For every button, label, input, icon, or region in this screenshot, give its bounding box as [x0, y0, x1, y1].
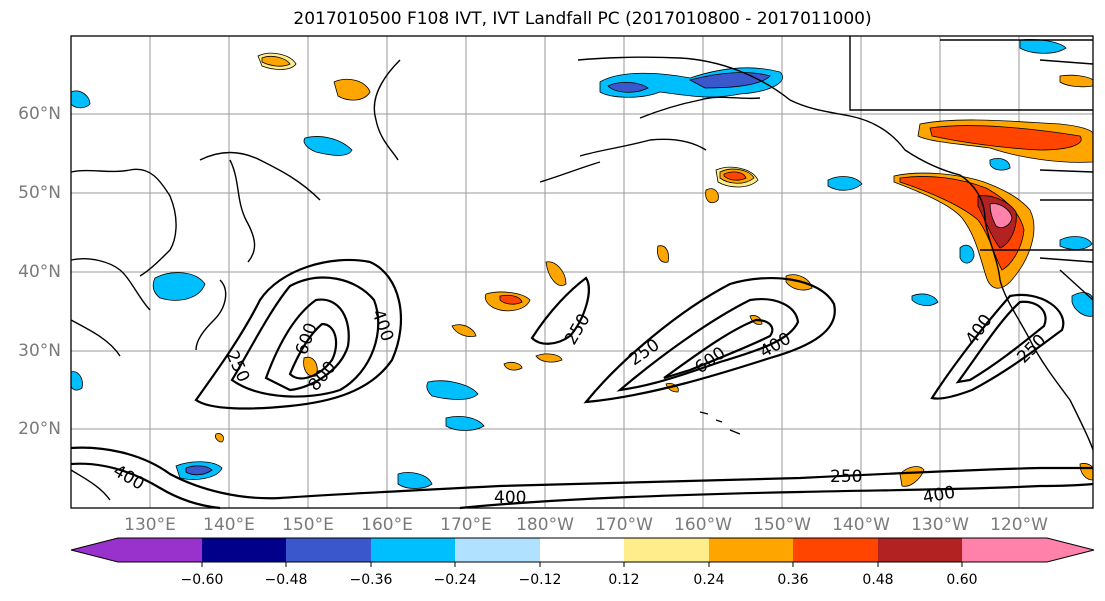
map-coastlines — [70, 36, 1094, 501]
lat-label: 20°N — [18, 419, 61, 439]
contour-600 — [663, 318, 774, 380]
contour-400 — [230, 276, 380, 398]
contour-250 — [70, 446, 1093, 500]
contour-400 — [70, 462, 221, 510]
shade-pos — [535, 353, 563, 363]
colorbar-tick-label: −0.60 — [180, 572, 224, 588]
shade-neg — [1059, 236, 1093, 250]
shade-pos — [499, 294, 523, 305]
lat-label: 50°N — [18, 183, 61, 203]
contour-250 — [530, 276, 590, 345]
map-title: 2017010500 F108 IVT, IVT Landfall PC (20… — [293, 9, 872, 29]
map-frame — [70, 35, 1094, 509]
lat-label: 40°N — [18, 262, 61, 282]
contour-400 — [616, 298, 800, 392]
shade-pos — [303, 356, 318, 377]
map-gridlines — [71, 36, 1093, 508]
shade-neg — [303, 136, 353, 156]
colorbar — [70, 537, 1095, 567]
lon-label: 130°E — [124, 515, 176, 535]
colorbar-segment — [962, 538, 1047, 562]
colorbar-segment — [286, 538, 371, 562]
contour-250 — [583, 276, 836, 404]
lon-label: 150°E — [282, 515, 334, 535]
lon-label: 170°W — [595, 515, 653, 535]
contour-400 — [459, 482, 1094, 510]
colorbar-segment — [793, 538, 878, 562]
colorbar-segment — [709, 538, 793, 562]
lon-label: 120°W — [990, 515, 1048, 535]
shade-pos — [503, 361, 523, 371]
colorbar-segment — [455, 538, 540, 562]
contour-800 — [288, 322, 338, 380]
colorbar-segment — [371, 538, 455, 562]
shade-pos — [451, 324, 477, 337]
shade-pos — [705, 188, 719, 204]
shade-neg — [959, 244, 975, 264]
shade-pos — [723, 171, 747, 181]
lon-label: 150°W — [753, 515, 811, 535]
shade-pos — [215, 433, 224, 443]
shade-pos — [333, 78, 371, 101]
colorbar-tick-label: 0.60 — [946, 572, 978, 588]
shade-neg — [688, 72, 771, 89]
contour-400 — [955, 300, 1047, 384]
shade-neg — [426, 380, 479, 400]
colorbar-tick-label: −0.24 — [433, 572, 477, 588]
shade-neg — [152, 272, 206, 301]
colorbar-tick-label: 0.48 — [862, 572, 894, 588]
lon-label: 160°E — [361, 515, 413, 535]
lon-label: 130°W — [911, 515, 969, 535]
colorbar-tick-label: −0.36 — [349, 572, 393, 588]
shade-pos — [545, 261, 567, 286]
contour-250 — [930, 293, 1065, 400]
contour-250 — [194, 258, 403, 410]
shade-pos — [261, 56, 291, 67]
colorbar-extend-min — [71, 538, 118, 562]
shade-neg — [989, 158, 1011, 171]
shade-neg — [70, 90, 91, 109]
shade-neg — [911, 293, 939, 306]
colorbar-tick-label: −0.48 — [264, 572, 308, 588]
lat-label: 60°N — [18, 104, 61, 124]
colorbar-segment — [118, 538, 202, 562]
shade-neg — [445, 416, 485, 431]
lon-label: 160°W — [674, 515, 732, 535]
shade-pos — [785, 274, 813, 291]
ivt-contours — [70, 258, 1094, 510]
lat-label: 30°N — [18, 341, 61, 361]
shade-pos — [929, 125, 1082, 151]
lon-label: 180°W — [516, 515, 574, 535]
colorbar-segment — [624, 538, 709, 562]
shade-neg — [827, 176, 863, 191]
shade-neg — [397, 472, 433, 489]
contour-label: 400 — [494, 488, 526, 508]
shade-neg — [185, 465, 213, 476]
contour-600 — [264, 298, 350, 392]
lon-label: 140°E — [203, 515, 255, 535]
shade-pos — [657, 245, 669, 263]
shade-neg — [607, 82, 649, 93]
colorbar-extend-max — [1047, 538, 1094, 562]
ivt-pc-shading — [70, 39, 1094, 489]
colorbar-segment — [878, 538, 962, 562]
colorbar-tick-label: 0.24 — [693, 572, 725, 588]
shade-pos — [989, 203, 1013, 228]
colorbar-tick-label: 0.36 — [777, 572, 809, 588]
contour-label: 250 — [830, 467, 862, 487]
colorbar-outline — [70, 537, 1095, 563]
colorbar-segment — [540, 538, 624, 562]
colorbar-tick-label: 0.12 — [608, 572, 640, 588]
colorbar-tick-label: −0.12 — [518, 572, 562, 588]
lon-label: 140°W — [832, 515, 890, 535]
colorbar-segment — [202, 538, 286, 562]
lon-label: 170°E — [440, 515, 492, 535]
